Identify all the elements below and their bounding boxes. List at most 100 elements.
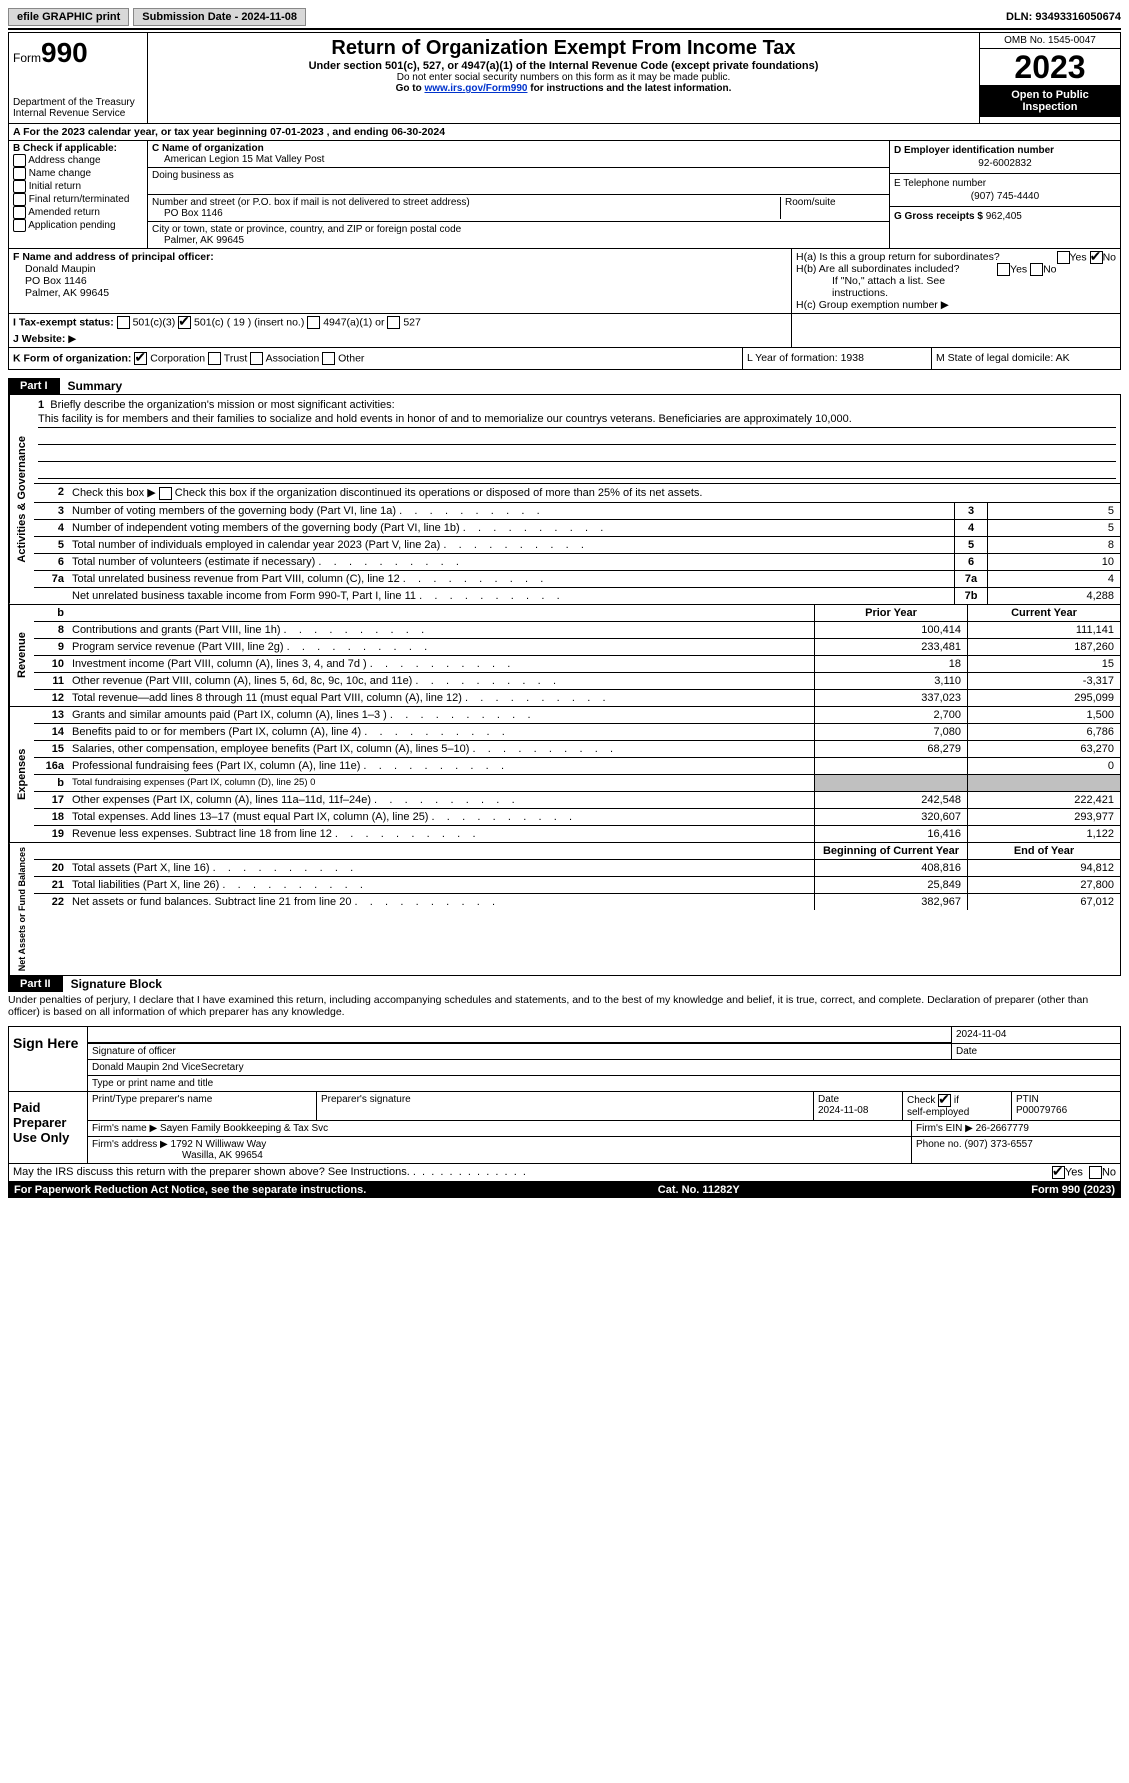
net-assets-block: Net Assets or Fund Balances Beginning of… (8, 843, 1121, 976)
room-suite-label: Room/suite (781, 197, 885, 219)
street-value: PO Box 1146 (152, 208, 776, 219)
table-row: 13 Grants and similar amounts paid (Part… (34, 707, 1120, 724)
sign-date-value: 2024-11-04 (951, 1027, 1120, 1043)
officer-addr1: PO Box 1146 (13, 275, 787, 287)
table-row: 9 Program service revenue (Part VIII, li… (34, 639, 1120, 656)
table-row: 20 Total assets (Part X, line 16) 408,81… (34, 860, 1120, 877)
topbar: efile GRAPHIC print Submission Date - 20… (8, 8, 1121, 26)
mission-label: Briefly describe the organization's miss… (50, 399, 394, 411)
side-label-activities: Activities & Governance (9, 395, 34, 604)
side-label-revenue: Revenue (9, 605, 34, 706)
submission-button[interactable]: Submission Date - 2024-11-08 (133, 8, 306, 26)
paid-preparer-label: Paid Preparer Use Only (9, 1092, 88, 1163)
hb-label: H(b) Are all subordinates included? (796, 263, 959, 275)
irs-label: Internal Revenue Service (13, 108, 143, 119)
form-org-label: K Form of organization: (13, 352, 131, 364)
chk-address-change[interactable]: Address change (13, 154, 143, 167)
table-row: 4 Number of independent voting members o… (34, 520, 1120, 537)
table-row: 21 Total liabilities (Part X, line 26) 2… (34, 877, 1120, 894)
activities-governance-block: Activities & Governance 1 Briefly descri… (8, 394, 1121, 605)
table-row: 12 Total revenue—add lines 8 through 11 … (34, 690, 1120, 706)
officer-addr2: Palmer, AK 99645 (13, 287, 787, 299)
firm-phone: (907) 373-6557 (964, 1139, 1032, 1150)
discuss-text: May the IRS discuss this return with the… (13, 1166, 1052, 1179)
tax-exempt-label: I Tax-exempt status: (13, 316, 114, 328)
hdr-prior-year: Prior Year (814, 605, 967, 621)
sign-date-label: Date (951, 1044, 1120, 1059)
part-2-tab: Part II (8, 976, 63, 992)
hc-label: H(c) Group exemption number ▶ (796, 299, 1116, 311)
table-row: 7a Total unrelated business revenue from… (34, 571, 1120, 588)
city-value: Palmer, AK 99645 (152, 235, 885, 246)
table-row: 17 Other expenses (Part IX, column (A), … (34, 792, 1120, 809)
chk-app-pending[interactable]: Application pending (13, 219, 143, 232)
tax-year: 2023 (980, 49, 1120, 85)
footer-bar: For Paperwork Reduction Act Notice, see … (8, 1182, 1121, 1198)
cat-no: Cat. No. 11282Y (366, 1184, 1031, 1196)
table-row: 10 Investment income (Part VIII, column … (34, 656, 1120, 673)
table-row: Net unrelated business taxable income fr… (34, 588, 1120, 604)
form-subtitle: Under section 501(c), 527, or 4947(a)(1)… (152, 60, 975, 72)
perjury-statement: Under penalties of perjury, I declare th… (8, 992, 1121, 1022)
ein-value: 92-6002832 (894, 156, 1116, 169)
hdr-current-year: Current Year (967, 605, 1120, 621)
self-employed-check[interactable]: Check ifself-employed (902, 1092, 1011, 1120)
website-label: J Website: (13, 333, 68, 345)
table-row: 14 Benefits paid to or for members (Part… (34, 724, 1120, 741)
year-formation: L Year of formation: 1938 (742, 348, 931, 369)
table-row: 3 Number of voting members of the govern… (34, 503, 1120, 520)
irs-link[interactable]: www.irs.gov/Form990 (424, 83, 527, 94)
table-row: 15 Salaries, other compensation, employe… (34, 741, 1120, 758)
header-center: Return of Organization Exempt From Incom… (148, 33, 979, 123)
expenses-block: Expenses 13 Grants and similar amounts p… (8, 707, 1121, 843)
efile-button[interactable]: efile GRAPHIC print (8, 8, 129, 26)
row-a-period: A For the 2023 calendar year, or tax yea… (8, 124, 1121, 141)
column-d: D Employer identification number 92-6002… (889, 141, 1120, 248)
goto-prefix: Go to (396, 83, 425, 94)
header-right: OMB No. 1545-0047 2023 Open to Public In… (979, 33, 1120, 123)
table-row: 22 Net assets or fund balances. Subtract… (34, 894, 1120, 910)
part-1-title: Summary (60, 379, 123, 393)
form-footer: Form 990 (2023) (1031, 1184, 1115, 1196)
discuss-yes-no[interactable]: Yes No (1052, 1166, 1116, 1179)
table-row: 11 Other revenue (Part VIII, column (A),… (34, 673, 1120, 690)
public-inspection: Open to Public Inspection (980, 85, 1120, 117)
sig-officer-label: Signature of officer (88, 1044, 951, 1059)
part-2-header: Part II Signature Block (8, 976, 1121, 992)
chk-amended-return[interactable]: Amended return (13, 206, 143, 219)
table-row: b Total fundraising expenses (Part IX, c… (34, 775, 1120, 792)
ptin-value: P00079766 (1016, 1105, 1067, 1116)
row-j: J Website: ▶ (8, 331, 1121, 348)
dln-text: DLN: 93493316050674 (1006, 11, 1121, 23)
preparer-sig-label: Preparer's signature (316, 1092, 813, 1120)
gross-label: G Gross receipts $ (894, 211, 983, 222)
hdr-beginning-year: Beginning of Current Year (814, 843, 967, 859)
chk-final-return[interactable]: Final return/terminated (13, 193, 143, 206)
ssn-warning: Do not enter social security numbers on … (152, 72, 975, 83)
mission-block: 1 Briefly describe the organization's mi… (34, 395, 1120, 483)
chk-name-change[interactable]: Name change (13, 167, 143, 180)
officer-name: Donald Maupin (13, 263, 787, 275)
table-row: 18 Total expenses. Add lines 13–17 (must… (34, 809, 1120, 826)
side-label-net-assets: Net Assets or Fund Balances (9, 843, 34, 975)
chk-initial-return[interactable]: Initial return (13, 180, 143, 193)
line-2-desc: Check this box ▶ Check this box if the o… (68, 484, 1120, 502)
hdr-end-year: End of Year (967, 843, 1120, 859)
org-name-label: C Name of organization (152, 143, 885, 154)
part-1-header: Part I Summary (8, 378, 1121, 394)
part-2-title: Signature Block (63, 977, 162, 991)
firm-address: 1792 N Williwaw Way (171, 1139, 267, 1150)
column-c: C Name of organization American Legion 1… (148, 141, 889, 248)
side-label-expenses: Expenses (9, 707, 34, 842)
sign-here-label: Sign Here (9, 1027, 88, 1091)
paid-preparer-block: Paid Preparer Use Only Print/Type prepar… (8, 1092, 1121, 1164)
officer-label: F Name and address of principal officer: (13, 251, 787, 263)
revenue-block: Revenue b Prior Year Current Year 8 Cont… (8, 605, 1121, 707)
section-fh: F Name and address of principal officer:… (8, 249, 1121, 314)
dba-label: Doing business as (152, 170, 885, 181)
column-b: B Check if applicable: Address change Na… (9, 141, 148, 248)
org-name: American Legion 15 Mat Valley Post (152, 154, 885, 165)
type-name-label: Type or print name and title (88, 1076, 1120, 1091)
form-title: Return of Organization Exempt From Incom… (152, 37, 975, 60)
column-h: H(a) Is this a group return for subordin… (792, 249, 1120, 313)
